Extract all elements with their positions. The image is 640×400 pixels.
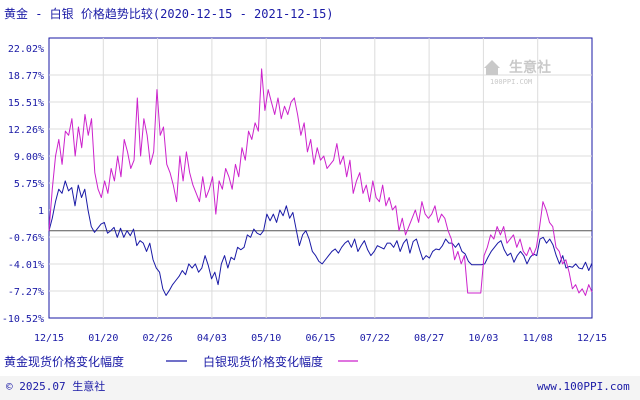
x-tick-label: 12/15 xyxy=(34,333,64,344)
x-tick-label: 12/15 xyxy=(577,333,607,344)
x-tick-label: 08/27 xyxy=(414,333,444,344)
x-tick-label: 02/26 xyxy=(143,333,173,344)
grid-layer xyxy=(49,38,592,318)
y-tick-label: 22.02% xyxy=(8,44,44,55)
x-tick-label: 11/08 xyxy=(523,333,553,344)
x-tick-label: 01/20 xyxy=(88,333,118,344)
footer-bar xyxy=(0,376,640,400)
house-icon xyxy=(484,60,500,68)
y-tick-label: 1 xyxy=(38,206,44,217)
legend-label-gold: 黄金现货价格变化幅度 xyxy=(4,354,124,369)
footer: © 2025.07 生意社 www.100PPI.com xyxy=(0,376,640,400)
x-tick-label: 06/15 xyxy=(305,333,335,344)
watermark-logo: 生意社 100PPI.COM xyxy=(484,59,551,86)
watermark-subtext: 100PPI.COM xyxy=(490,78,532,86)
y-tick-label: 12.26% xyxy=(8,125,44,136)
y-tick-label: -7.27% xyxy=(8,287,44,298)
x-tick-label: 05/10 xyxy=(251,333,281,344)
footer-copyright: © 2025.07 生意社 xyxy=(6,379,105,393)
y-axis-ticks: 22.02% 18.77% 15.51% 12.26% 9.00% 5.75% 1 -0.76… xyxy=(2,44,44,325)
y-tick-label: 9.00% xyxy=(14,152,44,163)
footer-site: www.100PPI.com xyxy=(537,380,630,393)
x-axis-ticks: 12/15 01/20 02/26 04/03 05/10 06/15 07/22 08/27… xyxy=(34,333,607,344)
watermark-text: 生意社 xyxy=(509,59,551,76)
y-tick-label: 5.75% xyxy=(14,179,44,190)
house-body-icon xyxy=(486,68,498,75)
series-line-silver xyxy=(48,68,593,296)
chart-title: 黄金 - 白银 价格趋势比较(2020-12-15 - 2021-12-15) xyxy=(4,6,334,21)
series-layer xyxy=(48,68,593,296)
y-tick-label: 18.77% xyxy=(8,71,44,82)
x-tick-label: 04/03 xyxy=(197,333,227,344)
y-tick-label: -4.01% xyxy=(8,260,44,271)
y-tick-label: -10.52% xyxy=(2,314,44,325)
series-line-gold xyxy=(48,180,593,296)
x-tick-label: 07/22 xyxy=(360,333,390,344)
x-tick-label: 10/03 xyxy=(468,333,498,344)
legend-label-silver: 白银现货价格变化幅度 xyxy=(203,354,323,369)
legend: 黄金现货价格变化幅度 白银现货价格变化幅度 xyxy=(4,354,358,369)
y-tick-label: 15.51% xyxy=(8,98,44,109)
y-tick-label: -0.76% xyxy=(8,233,44,244)
